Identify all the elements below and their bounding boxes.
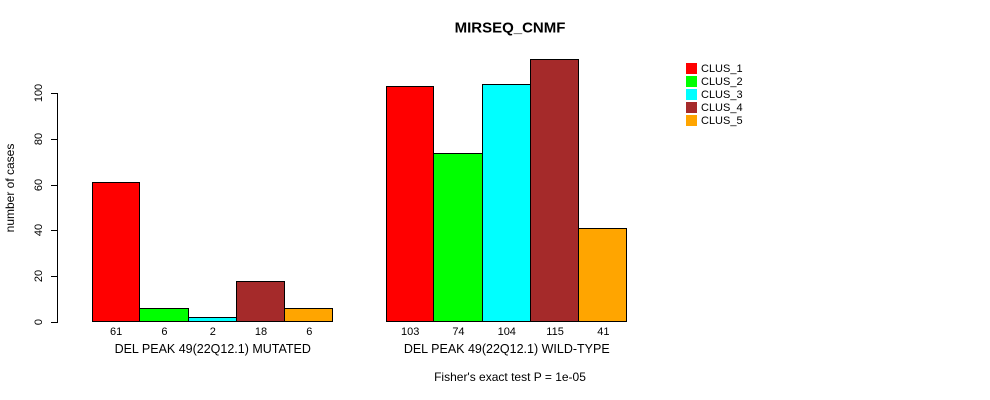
caption-text: Fisher's exact test P = 1e-05	[434, 370, 586, 384]
bar-clus_5	[578, 228, 628, 322]
bar-value-label: 115	[546, 326, 564, 338]
bar-value-label: 18	[254, 326, 268, 338]
chart-title: MIRSEQ_CNMF	[454, 19, 566, 37]
bar-value-label: 41	[597, 326, 610, 338]
legend-item: CLUS_2	[686, 75, 743, 88]
bar-clus_2	[139, 308, 189, 322]
y-tick-mark	[51, 185, 57, 186]
bar-clus_2	[433, 153, 483, 322]
legend-item: CLUS_3	[686, 88, 743, 101]
y-tick-mark	[51, 93, 57, 94]
y-tick-label: 80	[33, 132, 45, 146]
bar-value-label: 6	[306, 326, 313, 338]
bar-value-label: 2	[209, 326, 216, 338]
y-tick-mark	[51, 139, 57, 140]
bar-value-label: 61	[110, 326, 123, 338]
legend-color-swatch	[686, 63, 697, 74]
bar-value-label: 74	[452, 326, 465, 338]
bar-clus_1	[92, 182, 141, 322]
legend-color-swatch	[686, 76, 697, 87]
legend-color-swatch	[686, 115, 697, 126]
group-label: DEL PEAK 49(22Q12.1) WILD-TYPE	[403, 342, 610, 356]
legend-item-label: CLUS_4	[701, 101, 743, 114]
legend-color-swatch	[686, 89, 697, 100]
y-tick-mark	[51, 276, 57, 277]
legend-item: CLUS_5	[686, 114, 743, 127]
y-tick-label: 40	[33, 223, 45, 237]
bar-clus_3	[481, 84, 531, 322]
bar-clus_5	[284, 308, 334, 322]
y-tick-label: 60	[33, 178, 45, 192]
bar-clus_1	[386, 86, 435, 322]
y-tick-mark	[51, 230, 57, 231]
legend-item: CLUS_1	[686, 62, 743, 75]
y-axis	[57, 93, 58, 323]
y-tick-label: 20	[33, 269, 45, 283]
legend-item: CLUS_4	[686, 101, 743, 114]
y-axis-label: number of cases	[3, 143, 17, 233]
legend-item-label: CLUS_1	[701, 62, 743, 75]
y-tick-label: 0	[33, 318, 45, 326]
bar-value-label: 103	[400, 326, 420, 338]
legend: CLUS_1 CLUS_2 CLUS_3 CLUS_4 CLUS_5	[686, 62, 743, 127]
bar-value-label: 104	[497, 326, 516, 338]
legend-item-label: CLUS_2	[701, 75, 743, 88]
bar-clus_4	[235, 281, 286, 322]
legend-item-label: CLUS_5	[701, 114, 743, 127]
bar-clus_3	[187, 317, 237, 322]
legend-color-swatch	[686, 102, 697, 113]
legend-item-label: CLUS_3	[701, 88, 743, 101]
bar-clus_4	[529, 59, 580, 322]
bar-value-label: 6	[161, 326, 168, 338]
group-label: DEL PEAK 49(22Q12.1) MUTATED	[114, 342, 311, 356]
y-tick-label: 100	[33, 83, 45, 103]
y-tick-mark	[51, 322, 57, 323]
